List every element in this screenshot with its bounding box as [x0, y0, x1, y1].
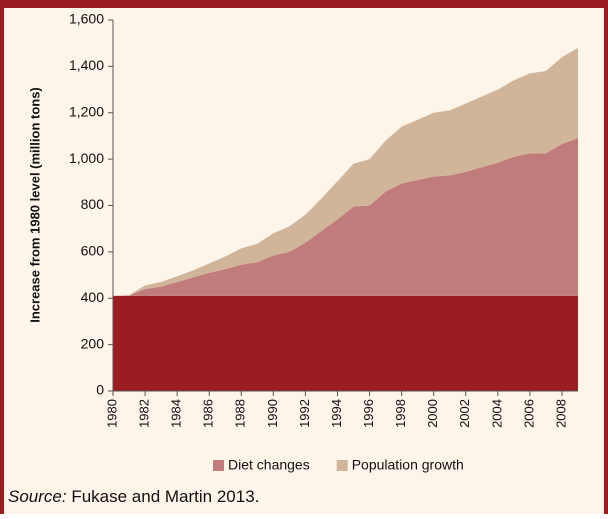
source-text: Fukase and Martin 2013. — [71, 487, 259, 506]
x-tick-label: 2004 — [489, 399, 504, 428]
x-tick-label: 2000 — [425, 399, 440, 428]
x-tick-label: 1988 — [233, 399, 248, 428]
x-tick-label: 1992 — [297, 399, 312, 428]
y-tick-label: 600 — [81, 243, 105, 259]
x-tick-label: 1980 — [104, 399, 119, 428]
y-tick-label: 200 — [81, 335, 105, 351]
y-tick-label: 0 — [96, 382, 104, 398]
y-tick-label: 400 — [81, 289, 105, 305]
x-tick-label: 1998 — [393, 399, 408, 428]
y-tick-label: 1,000 — [69, 150, 104, 166]
y-tick-label: 1,200 — [69, 103, 104, 119]
x-tick-label: 1986 — [201, 399, 216, 428]
y-tick-label: 1,600 — [69, 11, 104, 27]
x-tick-label: 2002 — [457, 399, 472, 428]
x-tick-label: 1990 — [265, 399, 280, 428]
legend-swatch — [336, 460, 348, 471]
x-tick-label: 2008 — [553, 399, 568, 428]
legend-label: Diet changes — [228, 457, 310, 473]
y-axis-label: Increase from 1980 level (million tons) — [27, 87, 42, 323]
legend-swatch — [213, 460, 224, 471]
legend-label: Population growth — [352, 457, 464, 473]
x-tick-label: 2006 — [521, 399, 536, 428]
x-tick-label: 1984 — [169, 399, 184, 428]
y-tick-label: 1,400 — [69, 57, 104, 73]
area — [113, 47, 578, 296]
y-tick-label: 800 — [81, 196, 105, 212]
source-label: Source: — [8, 487, 67, 506]
area — [113, 295, 578, 391]
x-tick-label: 1982 — [137, 399, 152, 428]
x-tick-label: 1996 — [361, 399, 376, 428]
area — [113, 138, 578, 296]
source: Source: Fukase and Martin 2013. — [8, 487, 259, 506]
x-tick-label: 1994 — [329, 399, 344, 428]
